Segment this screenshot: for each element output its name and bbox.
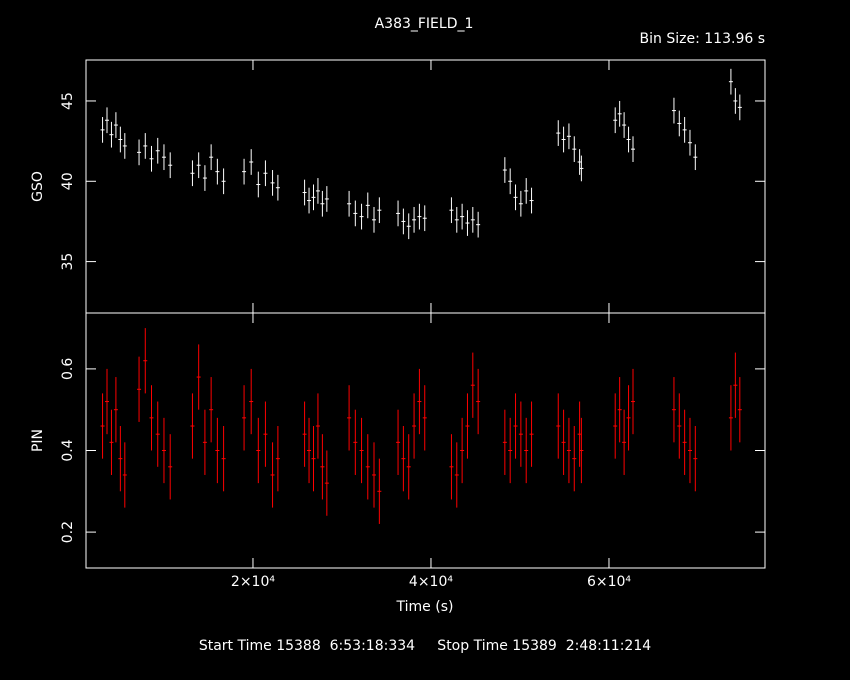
x-tick-label: 6×10⁴ [587,574,631,590]
panel-frame [85,312,766,569]
x-axis-label: Time (s) [396,599,454,615]
y-tick-label: 0.6 [60,358,76,380]
y-tick-label: 45 [60,92,76,110]
y-tick-label: 40 [60,172,76,190]
x-tick-label: 4×10⁴ [409,574,453,590]
y-tick-label: 0.2 [60,521,76,543]
time-footer: Start Time 15388 6:53:18:334 Stop Time 1… [199,638,651,654]
y-axis-label: PIN [30,429,46,452]
y-tick-label: 0.4 [60,439,76,461]
chart-title: A383_FIELD_1 [375,16,474,32]
panel-frame [85,59,766,314]
y-tick-label: 35 [60,253,76,271]
x-tick-label: 2×10⁴ [231,574,275,590]
bin-size: Bin Size: 113.96 s [640,31,765,47]
y-axis-label: GSO [30,171,46,202]
